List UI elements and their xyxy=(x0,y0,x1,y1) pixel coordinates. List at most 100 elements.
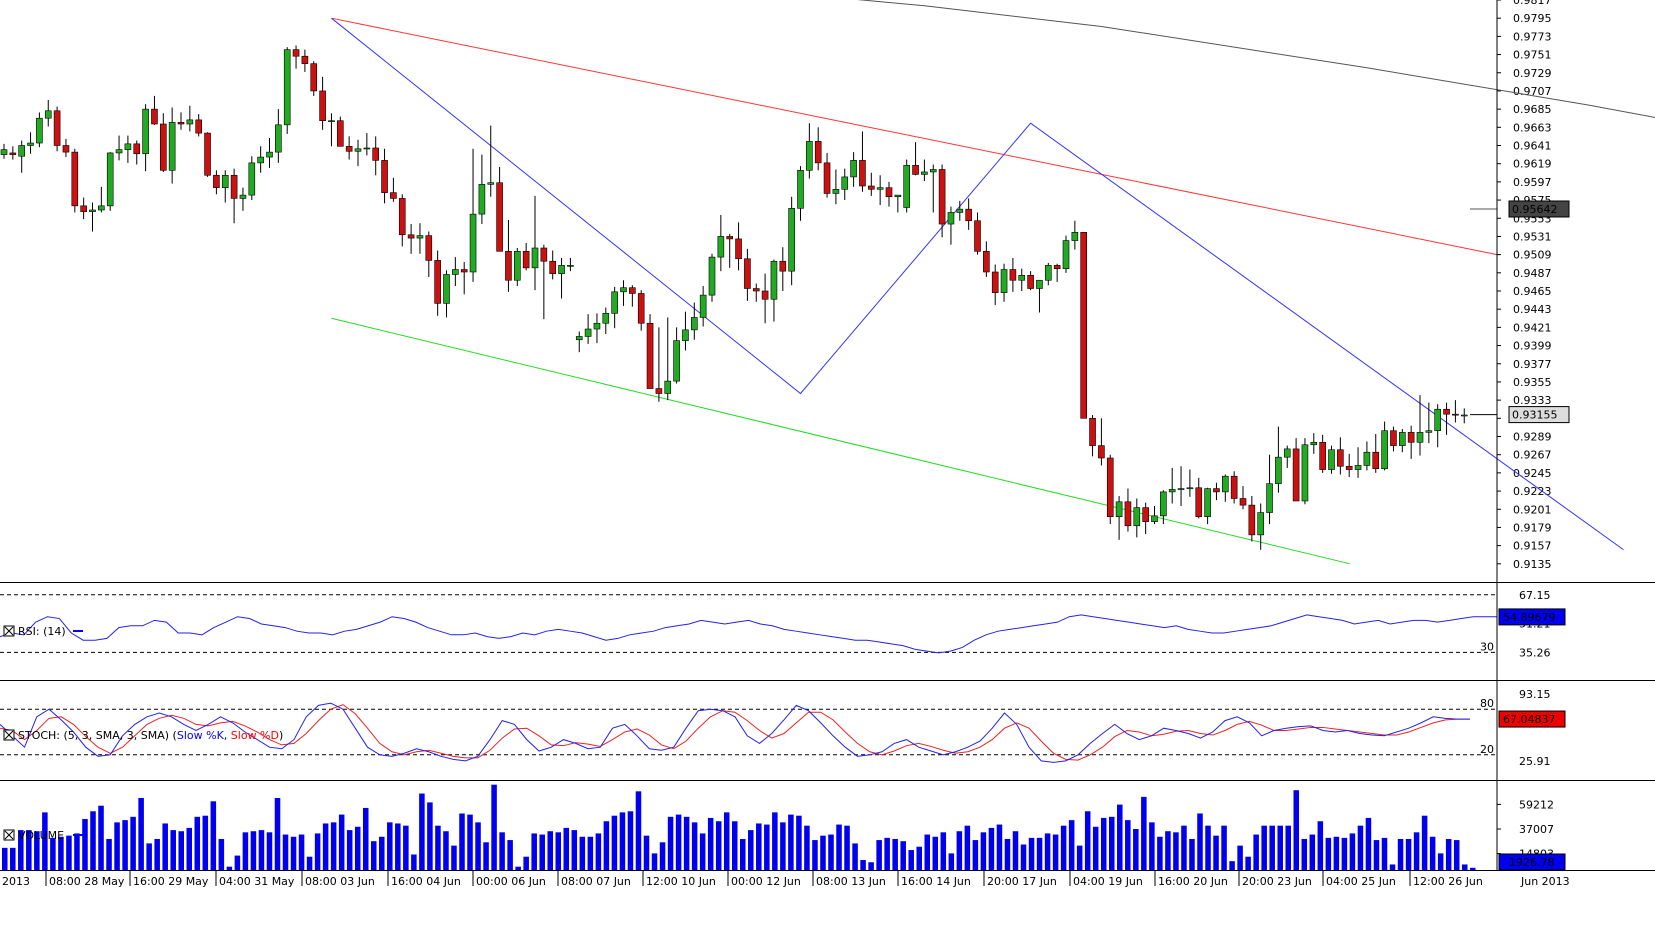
stoch-level-label: 25.91 xyxy=(1519,755,1551,768)
candle xyxy=(133,140,141,165)
volume-bar xyxy=(1437,853,1444,870)
volume-bar xyxy=(210,801,217,870)
volume-bar xyxy=(475,822,481,870)
candle-body-down xyxy=(726,236,734,240)
volume-bar xyxy=(371,841,377,870)
volume-bar xyxy=(1052,834,1059,870)
candle-body-down xyxy=(496,182,503,252)
candle-body-down xyxy=(1098,445,1105,459)
candle xyxy=(814,127,822,171)
volume-bar xyxy=(988,827,995,870)
stoch-title-text: STOCH: (5, 3, SMA, 3, SMA) (Slow %K, Slo… xyxy=(18,729,283,742)
candle-body-down xyxy=(292,49,300,57)
candle xyxy=(62,138,70,158)
price-tick-label: 0.9531 xyxy=(1513,230,1552,243)
candle-body-down xyxy=(195,119,202,134)
volume-bar xyxy=(1149,822,1155,870)
time-label: 08:00 13 Jun xyxy=(816,875,886,888)
volume-bar xyxy=(740,838,746,870)
candle-body-down xyxy=(1239,498,1247,506)
candle-body-up xyxy=(584,328,592,337)
volume-bar xyxy=(1060,825,1067,870)
rsi-line xyxy=(0,614,1497,654)
candle-body-down xyxy=(867,185,875,190)
candle xyxy=(460,262,468,295)
ma-price-badge-box xyxy=(1508,200,1570,218)
candle xyxy=(629,285,636,307)
candle-body-up xyxy=(452,269,459,275)
stoch-value-box xyxy=(1498,710,1566,728)
price-tick-label: 0.9729 xyxy=(1513,67,1552,80)
candle xyxy=(531,195,539,291)
candle xyxy=(1283,445,1291,468)
price-tick-label: 0.9619 xyxy=(1513,158,1552,171)
candle xyxy=(1407,425,1415,459)
candle-body-down xyxy=(1124,501,1132,527)
volume-bar xyxy=(699,833,706,870)
candle xyxy=(1106,454,1114,525)
volume-bar xyxy=(50,837,56,870)
volume-bar xyxy=(571,830,578,870)
candle xyxy=(443,270,450,318)
volume-bar xyxy=(940,832,947,870)
candle xyxy=(1460,408,1468,424)
stoch-value-text: 67.04837 xyxy=(1503,713,1556,726)
volume-bar xyxy=(1309,834,1316,870)
volume-bar xyxy=(1373,840,1380,870)
candle-body-up xyxy=(1434,408,1441,432)
volume-bar xyxy=(1044,833,1051,870)
candle xyxy=(1239,486,1247,510)
zigzag-line xyxy=(331,17,1624,551)
candle-body-up xyxy=(89,209,96,212)
price-tick-label: 0.9509 xyxy=(1513,249,1552,262)
candle xyxy=(213,170,220,195)
channel-lower-line xyxy=(331,317,1351,565)
price-tick-label: 0.9421 xyxy=(1513,321,1552,334)
volume-bar xyxy=(1285,825,1291,870)
candle xyxy=(823,152,831,198)
candle-body-up xyxy=(363,147,371,150)
candle-body-up xyxy=(443,274,450,304)
candle xyxy=(1452,400,1459,423)
volume-bar xyxy=(804,825,810,870)
candle-body-up xyxy=(1257,512,1264,536)
volume-bar xyxy=(764,824,770,870)
candle-body-down xyxy=(1319,441,1326,470)
price-tick-label: 0.9773 xyxy=(1513,30,1552,43)
candle xyxy=(1275,426,1282,493)
candle xyxy=(425,231,433,277)
volume-bar xyxy=(1197,813,1203,870)
candle xyxy=(735,222,742,271)
stoch-d-label: Slow %D xyxy=(231,729,279,742)
volume-bar xyxy=(1421,815,1428,870)
volume-bar xyxy=(788,814,794,870)
volume-bar xyxy=(892,838,898,870)
candle xyxy=(744,248,751,301)
candle xyxy=(9,146,17,160)
candle xyxy=(1160,490,1167,525)
candle xyxy=(115,135,123,161)
volume-bar xyxy=(707,817,714,870)
candle xyxy=(257,146,264,173)
volume-bar xyxy=(1117,804,1123,870)
candle xyxy=(221,170,229,203)
volume-bar xyxy=(1221,825,1227,870)
price-tick-label: 0.9179 xyxy=(1513,521,1552,534)
candle-body-down xyxy=(1337,449,1344,467)
volume-bar xyxy=(659,842,666,870)
candle-body-up xyxy=(1381,430,1388,470)
candle xyxy=(1434,404,1441,448)
volume-bar xyxy=(483,842,489,870)
candle xyxy=(1345,453,1353,478)
candle xyxy=(832,169,840,205)
stoch-marker-high: 80 xyxy=(1480,697,1494,710)
candle xyxy=(478,154,486,225)
volume-bar xyxy=(234,855,241,870)
candle-body-up xyxy=(328,120,335,122)
candle-body-down xyxy=(505,251,512,281)
price-tick-label: 0.9245 xyxy=(1513,467,1552,480)
volume-bar xyxy=(563,827,570,870)
price-tick-label: 0.9751 xyxy=(1513,49,1552,62)
volume-bar xyxy=(635,791,642,870)
volume-bar xyxy=(828,834,834,870)
